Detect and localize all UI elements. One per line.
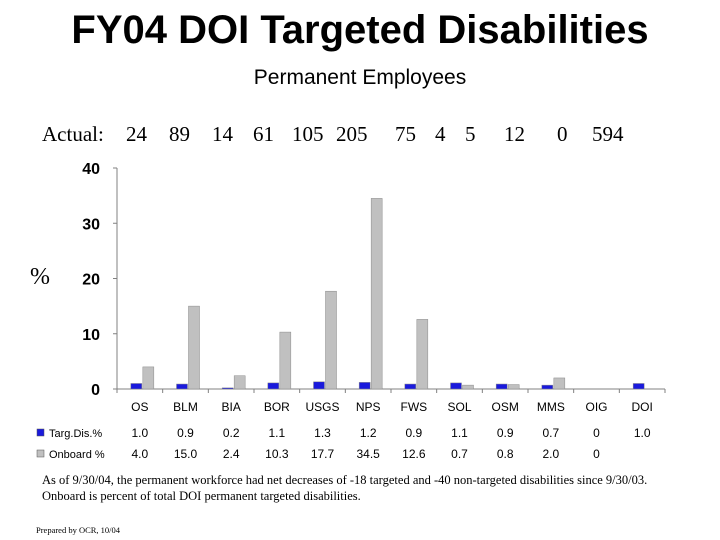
bar-targ-dis-doi [632, 383, 645, 390]
data-label-targ-dis-os: 1.0 [131, 426, 148, 440]
category-label-mms: MMS [537, 400, 565, 414]
bar-onboard-usgs [325, 290, 337, 390]
y-tick-label-10: 10 [82, 327, 100, 344]
data-label-onboard-nps: 34.5 [356, 447, 380, 461]
data-label-onboard-sol: 0.7 [451, 447, 468, 461]
data-label-targ-dis-fws: 0.9 [405, 426, 422, 440]
bar-targ-dis-sol [450, 382, 462, 390]
data-label-targ-dis-osm: 0.9 [497, 426, 514, 440]
bar-targ-dis-fws [404, 383, 417, 390]
actual-value-os: 24 [126, 122, 147, 146]
actual-value-blm: 89 [169, 122, 190, 146]
bar-onboard-nps [370, 198, 383, 390]
data-label-targ-dis-blm: 0.9 [177, 426, 194, 440]
data-label-targ-dis-bia: 0.2 [223, 426, 240, 440]
bar-onboard-os [142, 366, 155, 390]
data-label-onboard-bia: 2.4 [223, 447, 240, 461]
data-label-onboard-fws: 12.6 [402, 447, 426, 461]
bar-targ-dis-bia [221, 387, 234, 390]
legend-label-onboard: Onboard % [49, 449, 105, 461]
data-label-onboard-oig: 0 [593, 447, 600, 461]
category-label-os: OS [131, 400, 148, 414]
y-axis-label: % [30, 264, 50, 290]
legend-label-targ-dis: Targ.Dis.% [49, 428, 102, 440]
legend-swatch-onboard [36, 449, 45, 458]
y-tick-label-0: 0 [91, 382, 100, 399]
data-label-onboard-usgs: 17.7 [311, 447, 335, 461]
category-label-fws: FWS [400, 400, 427, 414]
bar-targ-dis-blm [176, 383, 188, 390]
data-label-targ-dis-oig: 0 [593, 426, 600, 440]
bar-onboard-blm [188, 305, 200, 390]
data-label-targ-dis-sol: 1.1 [451, 426, 468, 440]
bar-targ-dis-usgs [313, 381, 325, 390]
category-label-usgs: USGS [305, 400, 339, 414]
bar-targ-dis-nps [358, 382, 371, 390]
data-label-targ-dis-usgs: 1.3 [314, 426, 331, 440]
category-label-blm: BLM [173, 400, 198, 414]
actual-value-nps: 205 [336, 122, 368, 146]
category-label-osm: OSM [491, 400, 518, 414]
bar-onboard-bor [279, 331, 292, 390]
data-label-onboard-bor: 10.3 [265, 447, 289, 461]
page-title: FY04 DOI Targeted Disabilities [71, 8, 649, 52]
data-label-onboard-osm: 0.8 [497, 447, 514, 461]
bar-targ-dis-osm [495, 383, 508, 390]
bar-onboard-fws [416, 319, 429, 390]
actual-value-usgs: 105 [292, 122, 324, 146]
legend-swatch-targ-dis [36, 428, 45, 437]
bar-onboard-mms [553, 377, 566, 390]
actual-value-osm: 5 [465, 122, 476, 146]
actual-label: Actual: [42, 122, 104, 146]
data-label-targ-dis-bor: 1.1 [268, 426, 285, 440]
data-label-targ-dis-doi: 1.0 [634, 426, 651, 440]
y-tick-label-30: 30 [82, 216, 100, 233]
prepared-by-note: Prepared by OCR, 10/04 [36, 525, 121, 535]
y-tick-label-40: 40 [82, 161, 100, 178]
page-subtitle: Permanent Employees [253, 66, 467, 89]
bar-targ-dis-mms [541, 384, 554, 390]
category-label-nps: NPS [356, 400, 381, 414]
bar-onboard-sol [462, 384, 474, 390]
data-label-targ-dis-mms: 0.7 [542, 426, 559, 440]
actual-value-doi: 594 [592, 122, 624, 146]
actual-value-fws: 75 [395, 122, 416, 146]
actual-value-sol: 4 [435, 122, 446, 146]
y-tick-label-20: 20 [82, 272, 100, 289]
bar-onboard-osm [507, 384, 520, 390]
data-label-onboard-os: 4.0 [131, 447, 148, 461]
actual-value-mms: 12 [504, 122, 525, 146]
bar-targ-dis-bor [267, 382, 280, 390]
category-label-bor: BOR [264, 400, 290, 414]
actual-value-oig: 0 [557, 122, 568, 146]
category-label-bia: BIA [221, 400, 240, 414]
bar-targ-dis-os [130, 383, 143, 390]
category-label-sol: SOL [447, 400, 471, 414]
category-label-doi: DOI [631, 400, 652, 414]
actual-value-bia: 14 [212, 122, 233, 146]
category-label-oig: OIG [585, 400, 607, 414]
footnote: As of 9/30/04, the permanent workforce h… [42, 473, 648, 503]
data-label-onboard-mms: 2.0 [542, 447, 559, 461]
data-label-onboard-blm: 15.0 [174, 447, 198, 461]
bar-onboard-bia [233, 375, 246, 390]
actual-counts-row: Actual: 24 89 14 61 105 205 75 4 5 12 0 … [0, 122, 720, 146]
data-label-targ-dis-nps: 1.2 [360, 426, 377, 440]
actual-value-bor: 61 [253, 122, 274, 146]
